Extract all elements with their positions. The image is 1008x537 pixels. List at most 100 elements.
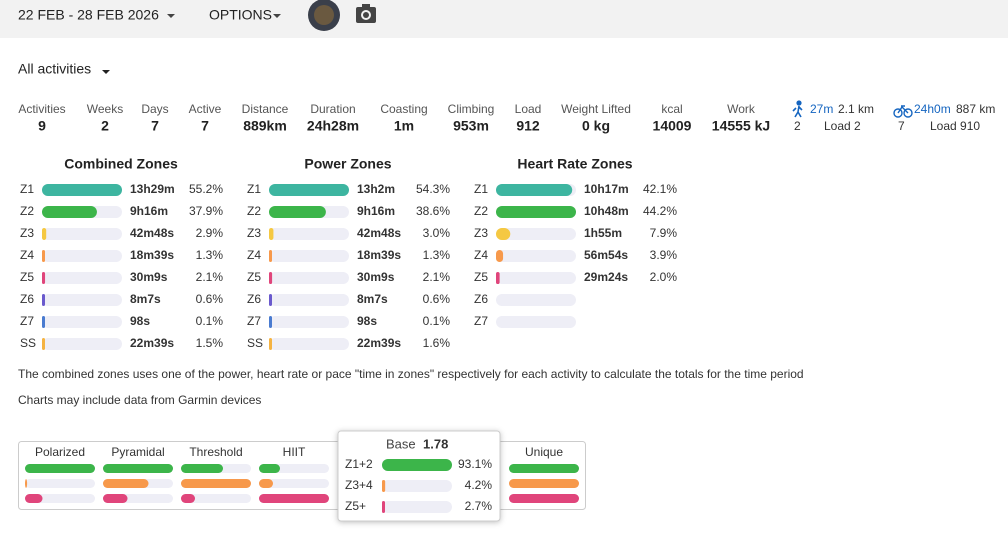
note: Charts may include data from Garmin devi… [18,393,261,407]
zone-time: 18m39s [130,248,174,262]
sport-load: Load 910 [930,119,980,133]
zone-time: 9h16m [357,204,395,218]
zone-bar [496,206,576,218]
zone-label: Z5 [20,270,34,284]
stat-value: 14009 [653,118,692,134]
stat-label: Work [727,102,756,116]
profile-name: Unique [525,445,563,459]
zone-time: 1h55m [584,226,622,240]
popup-label: Z1+2 [345,457,373,471]
bar-track [42,228,122,240]
bar-track [269,272,349,284]
camera-icon[interactable] [356,4,376,23]
zone-time: 98s [357,314,377,328]
zone-time: 22m39s [130,336,174,350]
stat-label: Weeks [87,102,123,116]
profile-bar [509,464,579,473]
zone-label: Z5 [474,270,488,284]
zone-time: 10h48m [584,204,629,218]
zone-bar [42,272,46,284]
activity-filter[interactable]: All activities [18,61,91,77]
bike-icon [893,105,913,118]
stat-label: Coasting [380,102,427,116]
stat-value: 24h28m [307,118,359,134]
stat-value: 912 [516,118,540,134]
zone-percent: 2.1% [196,270,224,284]
avatar-image [314,5,334,25]
zone-label: Z7 [247,314,261,328]
profile-bar [25,494,43,503]
popup-percent: 4.2% [465,478,493,492]
zone-percent: 2.9% [196,226,224,240]
bar-track [42,316,122,328]
profile-bar [509,494,579,503]
zone-bar [269,338,272,350]
zone-time: 9h16m [130,204,168,218]
zone-bar [269,206,326,218]
profile-bar [103,494,128,503]
sport-time: 24h0m [914,102,951,116]
stat-value: 7 [201,118,209,134]
zone-percent: 2.1% [423,270,451,284]
profile-bar [181,479,251,488]
zone-bar [42,206,97,218]
zone-label: Z4 [474,248,488,262]
zone-label: Z7 [474,314,488,328]
stat-label: Distance [242,102,289,116]
caret [167,14,175,18]
zone-time: 22m39s [357,336,401,350]
zone-label: Z2 [247,204,261,218]
profile-name: Threshold [189,445,242,459]
bar-track [42,272,122,284]
zone-bar [269,228,274,240]
stat-value: 9 [38,118,46,134]
zone-time: 13h29m [130,182,175,196]
bar-track [496,272,576,284]
zone-bar [269,316,272,328]
zone-time: 30m9s [130,270,168,284]
popup-rows: Z1+2 93.1% Z3+4 4.2% Z5+ 2.7% [345,457,492,513]
zone-bar [269,294,272,306]
zone-tables: Combined Zones Z1 13h29m 55.2% Z2 9h16m 37.9% Z… [20,156,677,350]
zone-percent: 0.1% [423,314,451,328]
zone-label: Z4 [247,248,261,262]
stat-label: Active [189,102,222,116]
date-range[interactable]: 22 FEB - 28 FEB 2026 [18,7,159,23]
sport-count: 7 [898,119,905,133]
zone-label: Z5 [247,270,261,284]
popup-score: 1.78 [423,436,448,451]
zone-label: Z1 [474,182,488,196]
note: The combined zones uses one of the power… [18,367,804,381]
profile-bar [181,494,195,503]
sport-totals: 27m 2.1 km 2 Load 2 24h0m 887 km 7 Load 910 [794,102,995,133]
zone-time: 30m9s [357,270,395,284]
popup-bar [382,459,452,471]
popup-title: Base [386,436,416,451]
zone-label: Z6 [474,292,488,306]
bar-track [269,250,349,262]
zone-label: Z3 [474,226,488,240]
options-menu[interactable]: OPTIONS [209,7,272,23]
bar-track [181,494,251,503]
bar-track [496,250,576,262]
stat-label: Climbing [448,102,495,116]
sport-load: Load 2 [824,119,861,133]
zone-bar [42,338,45,350]
zone-time: 8m7s [130,292,161,306]
zone-bar [496,272,500,284]
profile-bar [103,479,149,488]
caret [102,70,110,74]
zone-time: 8m7s [357,292,388,306]
bar-track [259,479,329,488]
zone-time: 42m48s [357,226,401,240]
zone-label: Z7 [20,314,34,328]
zone-percent: 42.1% [643,182,677,196]
stat-label: Activities [18,102,65,116]
zone-time: 10h17m [584,182,629,196]
bar-track [25,479,95,488]
zone-bar [42,294,45,306]
zone-label: Z1 [20,182,34,196]
zone-label: Z2 [20,204,34,218]
profile-bar [25,479,28,488]
